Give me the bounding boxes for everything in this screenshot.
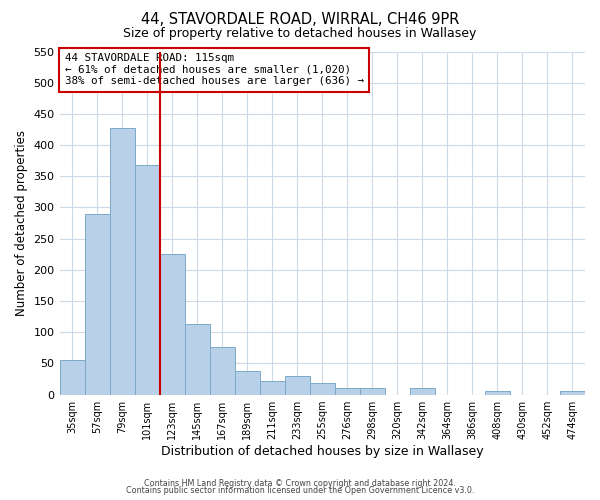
- Text: 44, STAVORDALE ROAD, WIRRAL, CH46 9PR: 44, STAVORDALE ROAD, WIRRAL, CH46 9PR: [141, 12, 459, 28]
- Bar: [485, 392, 510, 394]
- Bar: [59, 360, 85, 394]
- Bar: [209, 347, 235, 395]
- Y-axis label: Number of detached properties: Number of detached properties: [15, 130, 28, 316]
- Bar: [235, 371, 260, 394]
- Bar: [410, 388, 435, 394]
- Bar: [134, 165, 160, 394]
- Bar: [360, 388, 385, 394]
- Text: Size of property relative to detached houses in Wallasey: Size of property relative to detached ho…: [124, 28, 476, 40]
- Bar: [310, 384, 335, 394]
- Bar: [285, 376, 310, 394]
- Bar: [85, 214, 110, 394]
- Text: 44 STAVORDALE ROAD: 115sqm
← 61% of detached houses are smaller (1,020)
38% of s: 44 STAVORDALE ROAD: 115sqm ← 61% of deta…: [65, 53, 364, 86]
- Bar: [160, 254, 185, 394]
- Bar: [110, 128, 134, 394]
- X-axis label: Distribution of detached houses by size in Wallasey: Distribution of detached houses by size …: [161, 444, 484, 458]
- Text: Contains HM Land Registry data © Crown copyright and database right 2024.: Contains HM Land Registry data © Crown c…: [144, 478, 456, 488]
- Bar: [560, 392, 585, 394]
- Bar: [335, 388, 360, 394]
- Text: Contains public sector information licensed under the Open Government Licence v3: Contains public sector information licen…: [126, 486, 474, 495]
- Bar: [260, 381, 285, 394]
- Bar: [185, 324, 209, 394]
